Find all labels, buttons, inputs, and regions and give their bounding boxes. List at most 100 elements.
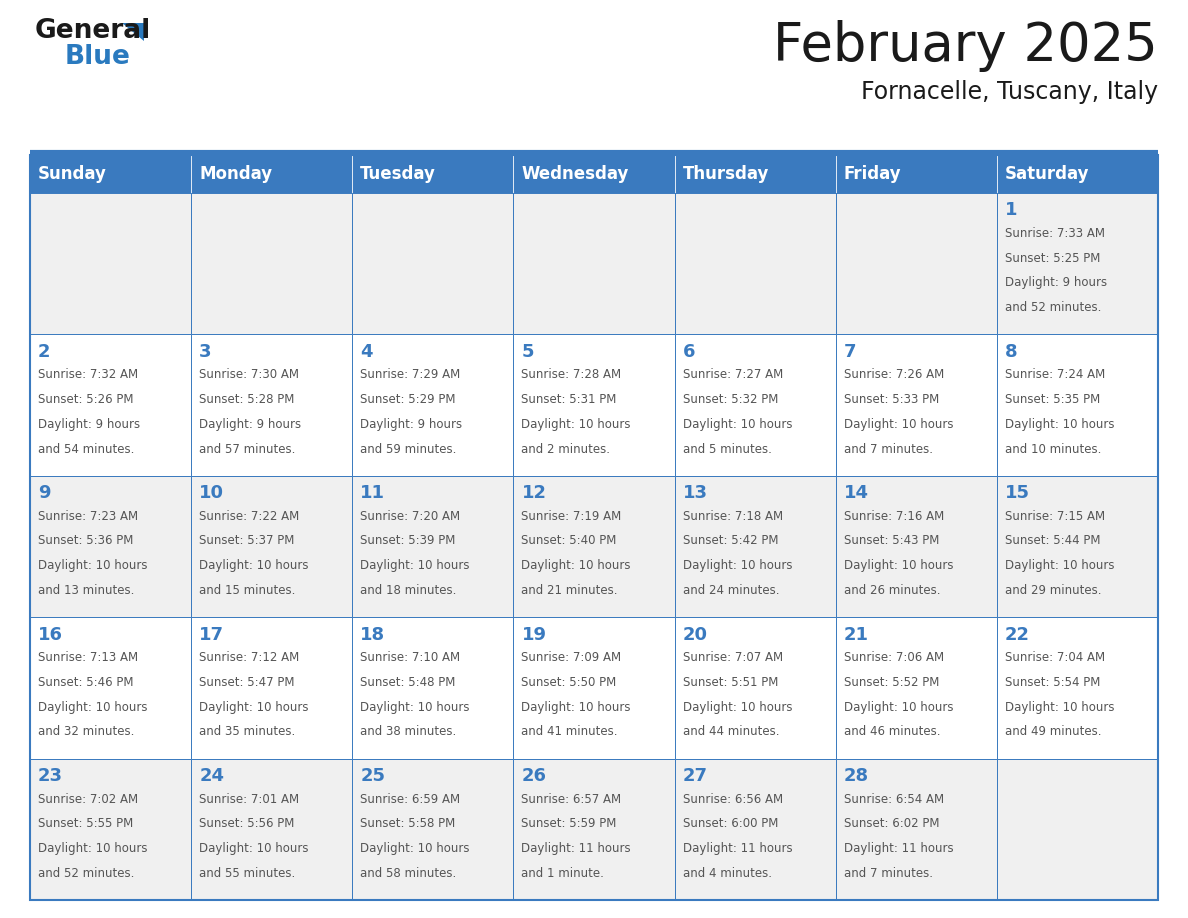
Bar xyxy=(675,476,835,617)
Text: Sunset: 5:42 PM: Sunset: 5:42 PM xyxy=(683,534,778,547)
Text: 5: 5 xyxy=(522,343,533,361)
Text: Daylight: 10 hours: Daylight: 10 hours xyxy=(683,700,792,713)
Bar xyxy=(191,476,353,617)
Text: Sunrise: 6:59 AM: Sunrise: 6:59 AM xyxy=(360,792,461,805)
Text: Sunset: 5:35 PM: Sunset: 5:35 PM xyxy=(1005,393,1100,406)
Bar xyxy=(191,758,353,900)
Text: February 2025: February 2025 xyxy=(773,20,1158,72)
Text: and 15 minutes.: and 15 minutes. xyxy=(200,584,296,597)
Text: Sunrise: 6:57 AM: Sunrise: 6:57 AM xyxy=(522,792,621,805)
Bar xyxy=(835,758,997,900)
Text: 9: 9 xyxy=(38,485,51,502)
Bar xyxy=(30,155,191,193)
Text: Sunset: 5:54 PM: Sunset: 5:54 PM xyxy=(1005,676,1100,688)
Text: 11: 11 xyxy=(360,485,385,502)
Bar xyxy=(30,617,191,758)
Text: Sunset: 5:26 PM: Sunset: 5:26 PM xyxy=(38,393,133,406)
Bar xyxy=(675,758,835,900)
Text: Tuesday: Tuesday xyxy=(360,165,436,183)
Text: Sunset: 5:59 PM: Sunset: 5:59 PM xyxy=(522,817,617,830)
Text: 4: 4 xyxy=(360,343,373,361)
Text: Daylight: 10 hours: Daylight: 10 hours xyxy=(38,842,147,855)
Text: Sunset: 5:51 PM: Sunset: 5:51 PM xyxy=(683,676,778,688)
Text: Sunrise: 7:32 AM: Sunrise: 7:32 AM xyxy=(38,368,138,381)
Text: Daylight: 10 hours: Daylight: 10 hours xyxy=(843,700,953,713)
Bar xyxy=(675,193,835,334)
Bar xyxy=(675,155,835,193)
Bar xyxy=(513,758,675,900)
Text: Daylight: 10 hours: Daylight: 10 hours xyxy=(1005,559,1114,572)
Bar xyxy=(675,617,835,758)
Text: and 57 minutes.: and 57 minutes. xyxy=(200,442,296,455)
Text: Sunrise: 7:29 AM: Sunrise: 7:29 AM xyxy=(360,368,461,381)
Bar xyxy=(191,193,353,334)
Text: 24: 24 xyxy=(200,767,225,785)
Text: 25: 25 xyxy=(360,767,385,785)
Text: 26: 26 xyxy=(522,767,546,785)
Bar xyxy=(353,334,513,476)
Text: Sunset: 5:50 PM: Sunset: 5:50 PM xyxy=(522,676,617,688)
Text: Sunset: 6:02 PM: Sunset: 6:02 PM xyxy=(843,817,940,830)
Text: and 24 minutes.: and 24 minutes. xyxy=(683,584,779,597)
Text: 6: 6 xyxy=(683,343,695,361)
Text: Sunset: 5:25 PM: Sunset: 5:25 PM xyxy=(1005,252,1100,264)
Text: Daylight: 10 hours: Daylight: 10 hours xyxy=(522,700,631,713)
Text: Sunrise: 7:20 AM: Sunrise: 7:20 AM xyxy=(360,509,461,522)
Text: and 13 minutes.: and 13 minutes. xyxy=(38,584,134,597)
Text: Daylight: 10 hours: Daylight: 10 hours xyxy=(843,559,953,572)
Text: Daylight: 10 hours: Daylight: 10 hours xyxy=(38,559,147,572)
Text: Sunrise: 7:04 AM: Sunrise: 7:04 AM xyxy=(1005,651,1105,664)
Text: Sunset: 5:37 PM: Sunset: 5:37 PM xyxy=(200,534,295,547)
Text: 19: 19 xyxy=(522,626,546,644)
Polygon shape xyxy=(122,23,144,41)
Text: Sunset: 5:39 PM: Sunset: 5:39 PM xyxy=(360,534,456,547)
Text: Sunrise: 7:23 AM: Sunrise: 7:23 AM xyxy=(38,509,138,522)
Bar xyxy=(997,617,1158,758)
Text: Blue: Blue xyxy=(65,44,131,70)
Text: Daylight: 10 hours: Daylight: 10 hours xyxy=(1005,700,1114,713)
Bar xyxy=(513,476,675,617)
Text: and 29 minutes.: and 29 minutes. xyxy=(1005,584,1101,597)
Text: Sunrise: 7:18 AM: Sunrise: 7:18 AM xyxy=(683,509,783,522)
Text: 15: 15 xyxy=(1005,485,1030,502)
Text: and 52 minutes.: and 52 minutes. xyxy=(1005,301,1101,314)
Bar xyxy=(30,155,1158,900)
Text: Sunset: 5:32 PM: Sunset: 5:32 PM xyxy=(683,393,778,406)
Text: and 1 minute.: and 1 minute. xyxy=(522,867,605,879)
Text: and 7 minutes.: and 7 minutes. xyxy=(843,867,933,879)
Text: Sunrise: 7:02 AM: Sunrise: 7:02 AM xyxy=(38,792,138,805)
Text: Daylight: 10 hours: Daylight: 10 hours xyxy=(200,559,309,572)
Text: Daylight: 10 hours: Daylight: 10 hours xyxy=(360,842,469,855)
Bar xyxy=(997,476,1158,617)
Bar xyxy=(30,193,191,334)
Text: Sunset: 5:43 PM: Sunset: 5:43 PM xyxy=(843,534,940,547)
Text: and 26 minutes.: and 26 minutes. xyxy=(843,584,940,597)
Text: Sunset: 5:52 PM: Sunset: 5:52 PM xyxy=(843,676,940,688)
Text: Sunrise: 7:13 AM: Sunrise: 7:13 AM xyxy=(38,651,138,664)
Text: 21: 21 xyxy=(843,626,868,644)
Text: Sunset: 5:33 PM: Sunset: 5:33 PM xyxy=(843,393,939,406)
Text: General: General xyxy=(34,18,151,44)
Text: Daylight: 10 hours: Daylight: 10 hours xyxy=(683,559,792,572)
Bar xyxy=(513,617,675,758)
Bar xyxy=(997,334,1158,476)
Text: Sunrise: 7:22 AM: Sunrise: 7:22 AM xyxy=(200,509,299,522)
Bar xyxy=(191,155,353,193)
Text: Daylight: 11 hours: Daylight: 11 hours xyxy=(683,842,792,855)
Bar xyxy=(835,476,997,617)
Text: Daylight: 10 hours: Daylight: 10 hours xyxy=(360,700,469,713)
Text: Daylight: 11 hours: Daylight: 11 hours xyxy=(843,842,954,855)
Text: Thursday: Thursday xyxy=(683,165,769,183)
Text: 17: 17 xyxy=(200,626,225,644)
Bar xyxy=(997,758,1158,900)
Text: 27: 27 xyxy=(683,767,708,785)
Text: Daylight: 10 hours: Daylight: 10 hours xyxy=(522,418,631,431)
Text: and 35 minutes.: and 35 minutes. xyxy=(200,725,296,738)
Text: Daylight: 10 hours: Daylight: 10 hours xyxy=(200,842,309,855)
Text: and 7 minutes.: and 7 minutes. xyxy=(843,442,933,455)
Text: Sunrise: 6:54 AM: Sunrise: 6:54 AM xyxy=(843,792,944,805)
Text: and 52 minutes.: and 52 minutes. xyxy=(38,867,134,879)
Text: Daylight: 10 hours: Daylight: 10 hours xyxy=(38,700,147,713)
Bar xyxy=(353,193,513,334)
Text: Sunset: 5:36 PM: Sunset: 5:36 PM xyxy=(38,534,133,547)
